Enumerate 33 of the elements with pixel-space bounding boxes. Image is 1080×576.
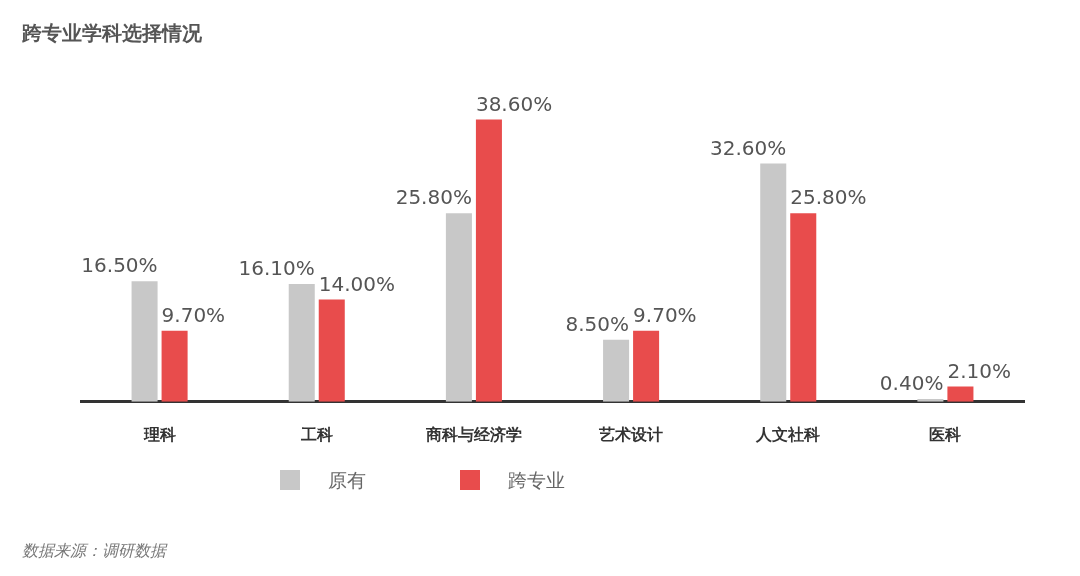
bar: [288, 284, 315, 402]
chart-title: 跨专业学科选择情况: [22, 20, 202, 46]
x-tick-label: 商科与经济学: [424, 424, 522, 444]
legend-label: 原有: [328, 468, 366, 493]
data-label: 16.50%: [81, 253, 158, 278]
bar: [633, 330, 660, 402]
bar: [475, 119, 502, 402]
x-tick-label: 理科: [142, 424, 176, 444]
data-label: 8.50%: [565, 311, 630, 336]
legend-label: 跨专业: [508, 468, 565, 493]
data-label: 14.00%: [318, 271, 396, 296]
bar: [161, 330, 188, 402]
bar: [131, 281, 158, 402]
data-label: 9.70%: [633, 303, 697, 328]
x-tick-label: 医科: [929, 424, 962, 444]
bar: [790, 213, 817, 402]
data-label: 16.10%: [238, 256, 315, 281]
bar: [318, 299, 345, 402]
bar: [947, 386, 974, 402]
data-label: 38.60%: [475, 91, 553, 116]
data-label: 32.60%: [709, 135, 787, 160]
x-tick-label: 工科: [299, 424, 333, 444]
bar: [445, 213, 472, 402]
x-tick-label: 艺术设计: [598, 424, 664, 444]
source-note: 数据来源：调研数据: [22, 540, 166, 562]
data-label: 2.10%: [947, 358, 1011, 383]
data-label: 9.70%: [161, 303, 226, 328]
data-label: 25.80%: [395, 185, 472, 210]
x-tick-label: 人文社科: [755, 424, 821, 444]
data-label: 0.40%: [879, 371, 944, 396]
bar: [603, 339, 630, 402]
data-label: 25.80%: [790, 185, 867, 210]
bar: [760, 163, 787, 402]
